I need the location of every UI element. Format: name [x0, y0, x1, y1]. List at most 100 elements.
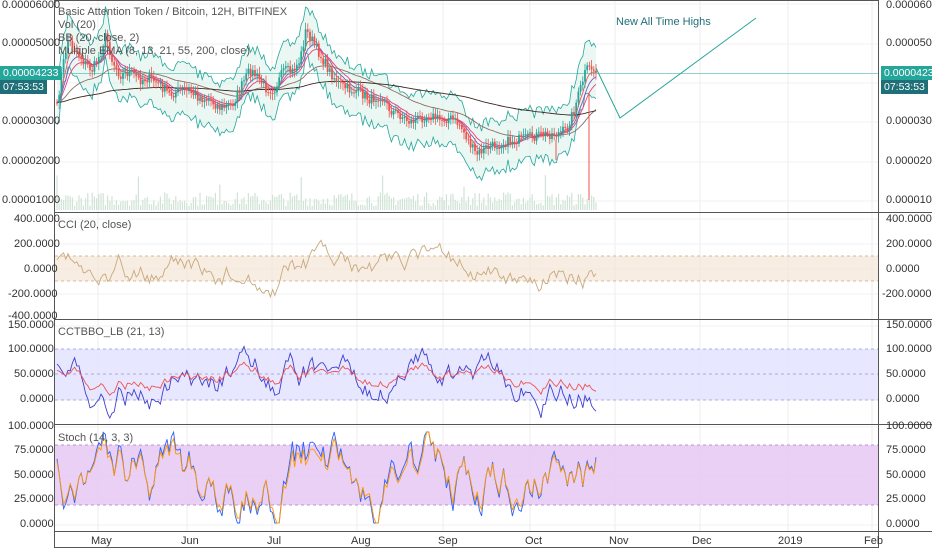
volume-bar: [335, 198, 337, 210]
volume-bar: [192, 197, 194, 210]
candle-body: [280, 70, 283, 78]
candle-body: [590, 66, 593, 70]
candle-body: [313, 36, 316, 45]
volume-bar: [485, 205, 487, 210]
volume-bar: [536, 204, 538, 210]
candle-body: [513, 141, 516, 143]
volume-bar: [168, 198, 170, 210]
cci-pane[interactable]: [55, 239, 878, 299]
volume-bar: [166, 193, 168, 210]
volume-bar: [434, 205, 436, 210]
volume-bar: [459, 203, 461, 210]
volume-bar: [153, 200, 155, 210]
volume-bar: [511, 205, 513, 210]
volume-bar: [309, 198, 311, 210]
volume-bar: [351, 193, 353, 210]
volume-bar: [311, 205, 313, 210]
xtick: Oct: [525, 535, 543, 547]
bollinger-lower: [56, 52, 597, 182]
cci-ytick-right: 200.0000: [886, 238, 932, 250]
candle-body: [333, 78, 336, 80]
volume-bar: [580, 194, 582, 210]
candle-body: [287, 66, 289, 68]
cci-band: [55, 256, 878, 281]
candle-body: [489, 145, 492, 149]
candle-body: [177, 87, 179, 93]
candle-body: [403, 116, 406, 118]
candle-body: [91, 70, 94, 72]
bollinger-upper: [56, 6, 597, 132]
candle-body: [185, 89, 188, 91]
candle-body: [531, 132, 534, 138]
candle-body: [465, 132, 468, 140]
volume-bar: [375, 205, 377, 210]
volume-bar: [214, 192, 216, 210]
stoch-ytick-left: 100.0000: [8, 420, 54, 432]
candle-body: [196, 92, 199, 101]
candle-body: [108, 41, 111, 56]
candle-body: [271, 93, 274, 95]
stoch-pane[interactable]: [55, 430, 878, 524]
cct-ytick-right: 0.0000: [886, 393, 920, 405]
volume-bar: [520, 204, 522, 210]
volume-bar: [318, 200, 320, 210]
cci-ytick-left: 400.0000: [14, 213, 60, 225]
candle-body: [322, 58, 325, 65]
candle-body: [430, 119, 432, 121]
cci-ytick-right: 400.0000: [886, 213, 932, 225]
candle-body: [62, 59, 65, 73]
candle-body: [432, 113, 435, 120]
cci-ytick-right: -200.0000: [882, 288, 932, 300]
projection-drawing[interactable]: [595, 17, 757, 119]
cct-ytick-right: 150.0000: [886, 319, 932, 331]
volume-bar: [151, 204, 153, 210]
volume-bar: [221, 203, 223, 210]
main-ytick-right: 0.00003000: [886, 115, 932, 127]
volume-bar: [82, 205, 84, 210]
xtick: Sep: [438, 535, 458, 547]
volume-bar: [408, 197, 410, 210]
volume-bar: [518, 198, 520, 210]
candle-body: [344, 83, 347, 89]
main-price-pane[interactable]: [56, 6, 597, 210]
candle-body: [491, 141, 494, 146]
main-ytick-left: 0.00002000: [2, 155, 61, 167]
volume-bar: [503, 192, 505, 210]
candle-body: [520, 134, 523, 136]
price-tag-left: 0.00004233: [0, 66, 62, 80]
candle-body: [518, 134, 520, 144]
volume-bar: [157, 202, 159, 210]
volume-bar: [379, 192, 381, 210]
candle-body: [474, 144, 476, 152]
volume-bar: [538, 203, 540, 210]
candle-body: [306, 29, 309, 32]
volume-bar: [577, 193, 579, 210]
xtick: Jun: [181, 535, 199, 547]
cctbbo-signal: [56, 361, 597, 396]
cci-line: [56, 239, 597, 299]
volume-bar: [280, 194, 282, 210]
candle-body: [67, 40, 69, 54]
candle-body: [566, 127, 569, 130]
volume-bar: [327, 198, 329, 210]
volume-bar: [212, 197, 214, 210]
candle-body: [229, 104, 232, 106]
volume-bar: [175, 196, 177, 210]
candle-body: [348, 84, 351, 93]
candle-body: [502, 144, 505, 148]
stoch-ytick-left: 75.0000: [14, 444, 54, 456]
candle-body: [370, 94, 373, 104]
candle-body: [58, 95, 61, 103]
volume-bar: [450, 194, 452, 210]
candle-body: [311, 36, 314, 41]
xtick: Jul: [267, 535, 282, 547]
volume-bar: [463, 186, 465, 210]
volume-bar: [305, 198, 307, 210]
candle-body: [150, 73, 153, 77]
cctbbo-pane[interactable]: [55, 345, 878, 420]
candle-body: [575, 102, 578, 115]
candle-body: [498, 147, 501, 149]
candle-body: [84, 61, 87, 65]
cct-ytick-left: 150.0000: [8, 319, 54, 331]
